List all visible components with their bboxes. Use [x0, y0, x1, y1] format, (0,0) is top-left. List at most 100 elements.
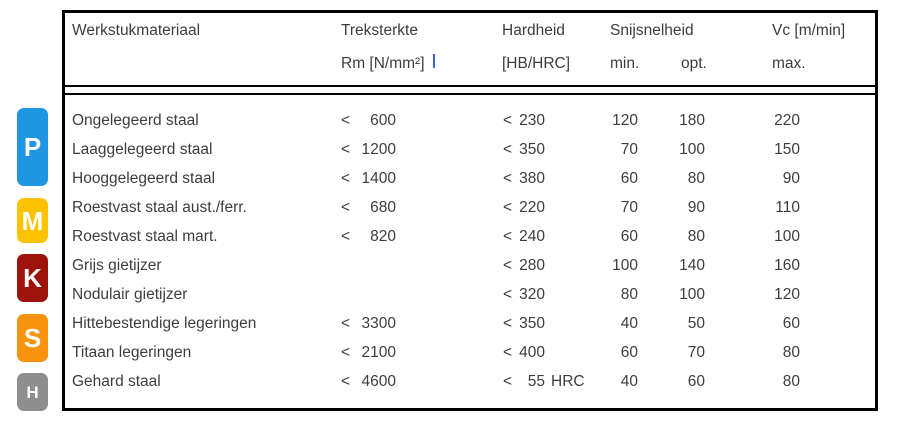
- hardness-cell: <380: [503, 164, 545, 193]
- less-than-sign: <: [503, 373, 513, 390]
- badge-letter: P: [23, 132, 42, 162]
- table-row: Nodulair gietijzer <320 80 100 120: [65, 280, 875, 309]
- less-than-sign: <: [341, 315, 351, 332]
- vc-min-value: 70: [620, 141, 638, 158]
- table-row: Gehard staal <4600 <55 HRC 40 60 80: [65, 367, 875, 396]
- hardness-value: 240: [519, 228, 545, 245]
- column-header-hardness-unit: [HB/HRC]: [502, 55, 571, 72]
- hardness-value: 400: [519, 344, 545, 361]
- column-header-vc: Vc [m/min]: [772, 22, 846, 39]
- vc-max-value: 120: [774, 286, 800, 303]
- badge-letter: M: [21, 205, 44, 236]
- hardness-cell: <280: [503, 251, 545, 280]
- less-than-sign: <: [503, 344, 513, 361]
- vc-opt-value: 140: [679, 257, 705, 274]
- vc-max-value: 110: [775, 199, 800, 216]
- vc-min-value: 60: [620, 170, 638, 187]
- vc-opt-value: 180: [679, 112, 705, 129]
- tensile-strength-cell: <600: [341, 106, 396, 135]
- less-than-sign: <: [503, 315, 513, 332]
- vc-opt-value: 50: [687, 315, 705, 332]
- tensile-value: 1400: [361, 170, 396, 187]
- column-header-cutting-speed: Snijsnelheid: [610, 22, 694, 39]
- vc-max-value: 80: [782, 373, 800, 390]
- column-header-tensile: Treksterkte: [341, 22, 418, 39]
- less-than-sign: <: [503, 141, 513, 158]
- hardness-cell: <220: [503, 193, 545, 222]
- vc-min-value: 40: [620, 315, 638, 332]
- vc-max-value: 160: [774, 257, 800, 274]
- table-body: Ongelegeerd staal <600 <230 120 180 220 …: [65, 99, 875, 396]
- table-row: Titaan legeringen <2100 <400 60 70 80: [65, 338, 875, 367]
- less-than-sign: <: [341, 199, 351, 216]
- hardness-value: 320: [519, 286, 545, 303]
- header-divider-line: [65, 85, 875, 87]
- table-row: Hooggelegeerd staal <1400 <380 60 80 90: [65, 164, 875, 193]
- column-header-tensile-unit: Rm [N/mm²]: [341, 55, 425, 72]
- tensile-strength-cell: <4600: [341, 367, 396, 396]
- less-than-sign: <: [503, 257, 513, 274]
- column-header-min: min.: [610, 55, 640, 72]
- tensile-strength-cell: <680: [341, 193, 396, 222]
- vc-opt-value: 100: [679, 141, 705, 158]
- table-row: Roestvast staal aust./ferr. <680 <220 70…: [65, 193, 875, 222]
- tensile-value: 4600: [361, 373, 396, 390]
- vc-opt-value: 90: [687, 199, 705, 216]
- vc-min-value: 80: [620, 286, 638, 303]
- vc-min-value: 60: [620, 344, 638, 361]
- hardness-unit: HRC: [551, 373, 585, 390]
- tensile-value: 600: [370, 112, 396, 129]
- vc-opt-value: 80: [687, 228, 705, 245]
- header-divider-line: [65, 93, 875, 95]
- badge-letter: H: [26, 382, 39, 402]
- table-row: Grijs gietijzer <280 100 140 160: [65, 251, 875, 280]
- vc-min-value: 120: [612, 112, 638, 129]
- hardness-value: 280: [519, 257, 545, 274]
- iso-badge-h: H: [17, 373, 48, 411]
- material-name: Ongelegeerd staal: [72, 112, 199, 129]
- vc-min-value: 40: [620, 373, 638, 390]
- iso-badge-k: K: [17, 254, 48, 302]
- tensile-value: 3300: [361, 315, 396, 332]
- hardness-value: 220: [519, 199, 545, 216]
- vc-max-value: 90: [782, 170, 800, 187]
- hardness-value: 380: [519, 170, 545, 187]
- less-than-sign: <: [503, 170, 513, 187]
- vc-opt-value: 70: [687, 344, 705, 361]
- iso-badge-s: S: [17, 314, 48, 362]
- less-than-sign: <: [503, 228, 513, 245]
- vc-opt-value: 60: [687, 373, 705, 390]
- vc-max-value: 80: [782, 344, 800, 361]
- tensile-value: 820: [370, 228, 396, 245]
- column-header-opt: opt.: [681, 55, 707, 72]
- column-header-max: max.: [772, 55, 806, 72]
- tensile-strength-cell: <2100: [341, 338, 396, 367]
- tensile-value: 680: [370, 199, 396, 216]
- table-row: Hittebestendige legeringen <3300 <350 40…: [65, 309, 875, 338]
- less-than-sign: <: [503, 112, 513, 129]
- material-name: Hooggelegeerd staal: [72, 170, 216, 187]
- table-row: Ongelegeerd staal <600 <230 120 180 220: [65, 106, 875, 135]
- less-than-sign: <: [341, 373, 351, 390]
- material-name: Roestvast staal aust./ferr.: [72, 199, 247, 216]
- hardness-value: 350: [519, 315, 545, 332]
- vc-max-value: 100: [774, 228, 800, 245]
- vc-min-value: 70: [620, 199, 638, 216]
- tensile-strength-cell: <820: [341, 222, 396, 251]
- tensile-value: 1200: [361, 141, 396, 158]
- less-than-sign: <: [341, 112, 351, 129]
- hardness-value: 230: [519, 112, 545, 129]
- iso-badge-m: M: [17, 198, 48, 243]
- table-row: Laaggelegeerd staal <1200 <350 70 100 15…: [65, 135, 875, 164]
- column-header-hardness: Hardheid: [502, 22, 565, 39]
- less-than-sign: <: [503, 286, 513, 303]
- tensile-strength-cell: [341, 280, 396, 309]
- hardness-value: 55: [527, 373, 545, 390]
- badge-letter: S: [23, 323, 42, 353]
- material-name: Laaggelegeerd staal: [72, 141, 213, 158]
- cutting-speed-table: Werkstukmateriaal Treksterkte Rm [N/mm²]…: [62, 10, 878, 411]
- hardness-cell: <55 HRC: [503, 367, 585, 396]
- hardness-cell: <350: [503, 135, 545, 164]
- hardness-cell: <230: [503, 106, 545, 135]
